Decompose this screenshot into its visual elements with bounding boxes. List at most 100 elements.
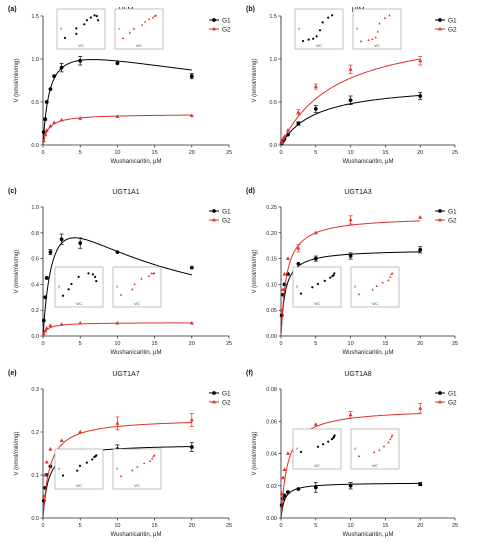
x-tick-label: 25	[452, 150, 458, 156]
panel-d: (d) UGT1A3 0 5 10 15 20 25 0.00 0.05 0.10 0.15 0.20 0…	[246, 188, 458, 356]
inset-point	[323, 279, 326, 282]
y-tick-label: 0.2	[31, 430, 39, 436]
y-tick-label: 0.08	[266, 387, 277, 393]
y-axis-label: V (nmol/min/mg)	[14, 431, 20, 475]
inset-point	[78, 464, 82, 467]
data-point-g2	[285, 451, 290, 455]
data-point-g2	[313, 422, 318, 426]
inset-point	[85, 461, 88, 464]
x-tick-label: 10	[114, 523, 120, 529]
y-tick-label: 0.1	[31, 473, 39, 479]
inset-point	[333, 272, 336, 275]
legend-marker	[438, 399, 442, 404]
inset-point	[95, 280, 98, 283]
x-tick-label: 25	[226, 341, 232, 347]
x-tick-label: 10	[348, 341, 354, 347]
x-axis-label: Wushanicaritin, μM	[342, 159, 393, 165]
x-tick-label: 15	[152, 150, 158, 156]
inset-point	[148, 459, 152, 462]
inset-point	[152, 272, 156, 275]
fit-curve-g2	[280, 58, 421, 145]
inset-point	[383, 16, 387, 19]
panel-title: UGT1A3	[344, 189, 371, 196]
panel-label: (b)	[246, 6, 255, 13]
y-tick-label: 0.5	[269, 100, 277, 106]
y-tick-label: 1.0	[31, 205, 39, 211]
x-tick-label: 25	[452, 341, 458, 347]
y-axis-label: V (nmol/min/mg)	[252, 431, 258, 475]
inset-point	[387, 278, 390, 282]
legend-label-g1: G1	[222, 17, 231, 24]
inset-y-label: V	[116, 285, 119, 289]
data-point-g2	[348, 412, 353, 417]
legend-marker	[212, 209, 216, 213]
inset-point	[382, 445, 386, 448]
inset-point	[131, 469, 134, 472]
inset-point	[147, 17, 151, 21]
inset-point	[96, 19, 100, 22]
data-point-g2	[52, 120, 57, 125]
inset-point	[311, 286, 314, 289]
data-point-g2	[418, 215, 423, 219]
inset-point	[76, 469, 79, 472]
data-point-g2	[285, 128, 290, 132]
data-point-g2	[41, 331, 46, 335]
inset-y-label: V	[296, 447, 299, 451]
panel-title: UGT1A1	[112, 189, 139, 196]
inset-y-label: V	[354, 285, 357, 289]
data-point-g2	[78, 429, 83, 434]
data-point-g2	[59, 117, 64, 122]
inset-point	[318, 29, 322, 32]
data-point-g1	[44, 100, 49, 104]
legend-label-g1: G1	[448, 17, 457, 24]
data-point-g2	[43, 328, 48, 333]
inset-point	[142, 461, 146, 465]
inset-point	[119, 293, 123, 296]
y-tick-label: 0.00	[266, 516, 277, 522]
inset-point	[63, 36, 67, 40]
data-point-g1	[296, 121, 301, 126]
inset-box	[294, 8, 344, 50]
inset-point	[333, 434, 336, 437]
data-point-g2	[296, 110, 301, 114]
data-point-g1	[313, 485, 318, 490]
x-tick-label: 5	[314, 150, 317, 156]
y-axis-label: V (nmol/min/mg)	[14, 58, 20, 102]
inset-box	[112, 448, 162, 490]
inset-x-label: V/C	[316, 44, 322, 48]
inset-g1: V V/C	[294, 8, 344, 50]
inset-box	[292, 266, 342, 308]
inset-box	[56, 8, 106, 50]
x-tick-label: 0	[279, 150, 282, 156]
inset-point	[95, 454, 98, 457]
data-point-g2	[296, 246, 301, 250]
data-point-g2	[41, 138, 46, 143]
data-point-g2	[418, 58, 423, 63]
inset-g2: V V/C	[112, 448, 162, 490]
legend-marker	[438, 18, 442, 22]
panel-label: (c)	[8, 188, 17, 195]
x-axis-label: Wushanicaritin, μM	[110, 350, 161, 356]
inset-x-label: V/C	[374, 44, 380, 48]
inset-point	[91, 458, 94, 461]
x-tick-label: 20	[189, 150, 195, 156]
inset-box	[54, 266, 104, 308]
legend-label-g2: G2	[222, 399, 231, 406]
inset-point	[378, 448, 381, 452]
data-point-g2	[115, 421, 120, 425]
data-point-g2	[78, 116, 83, 120]
data-point-g2	[44, 459, 49, 464]
inset-x-label: V/C	[76, 302, 82, 306]
legend-marker	[212, 18, 216, 22]
inset-point	[322, 443, 325, 446]
data-point-g1	[313, 256, 318, 261]
inset-point	[61, 474, 65, 477]
y-tick-label: 0.4	[31, 282, 39, 288]
data-point-g1	[48, 87, 53, 91]
x-tick-label: 0	[41, 150, 44, 156]
inset-point	[85, 19, 89, 22]
x-tick-label: 5	[79, 341, 82, 347]
legend-label-g1: G1	[222, 208, 231, 215]
inset-g2: V V/C	[112, 266, 162, 308]
inset-g1: V V/C	[292, 266, 342, 308]
